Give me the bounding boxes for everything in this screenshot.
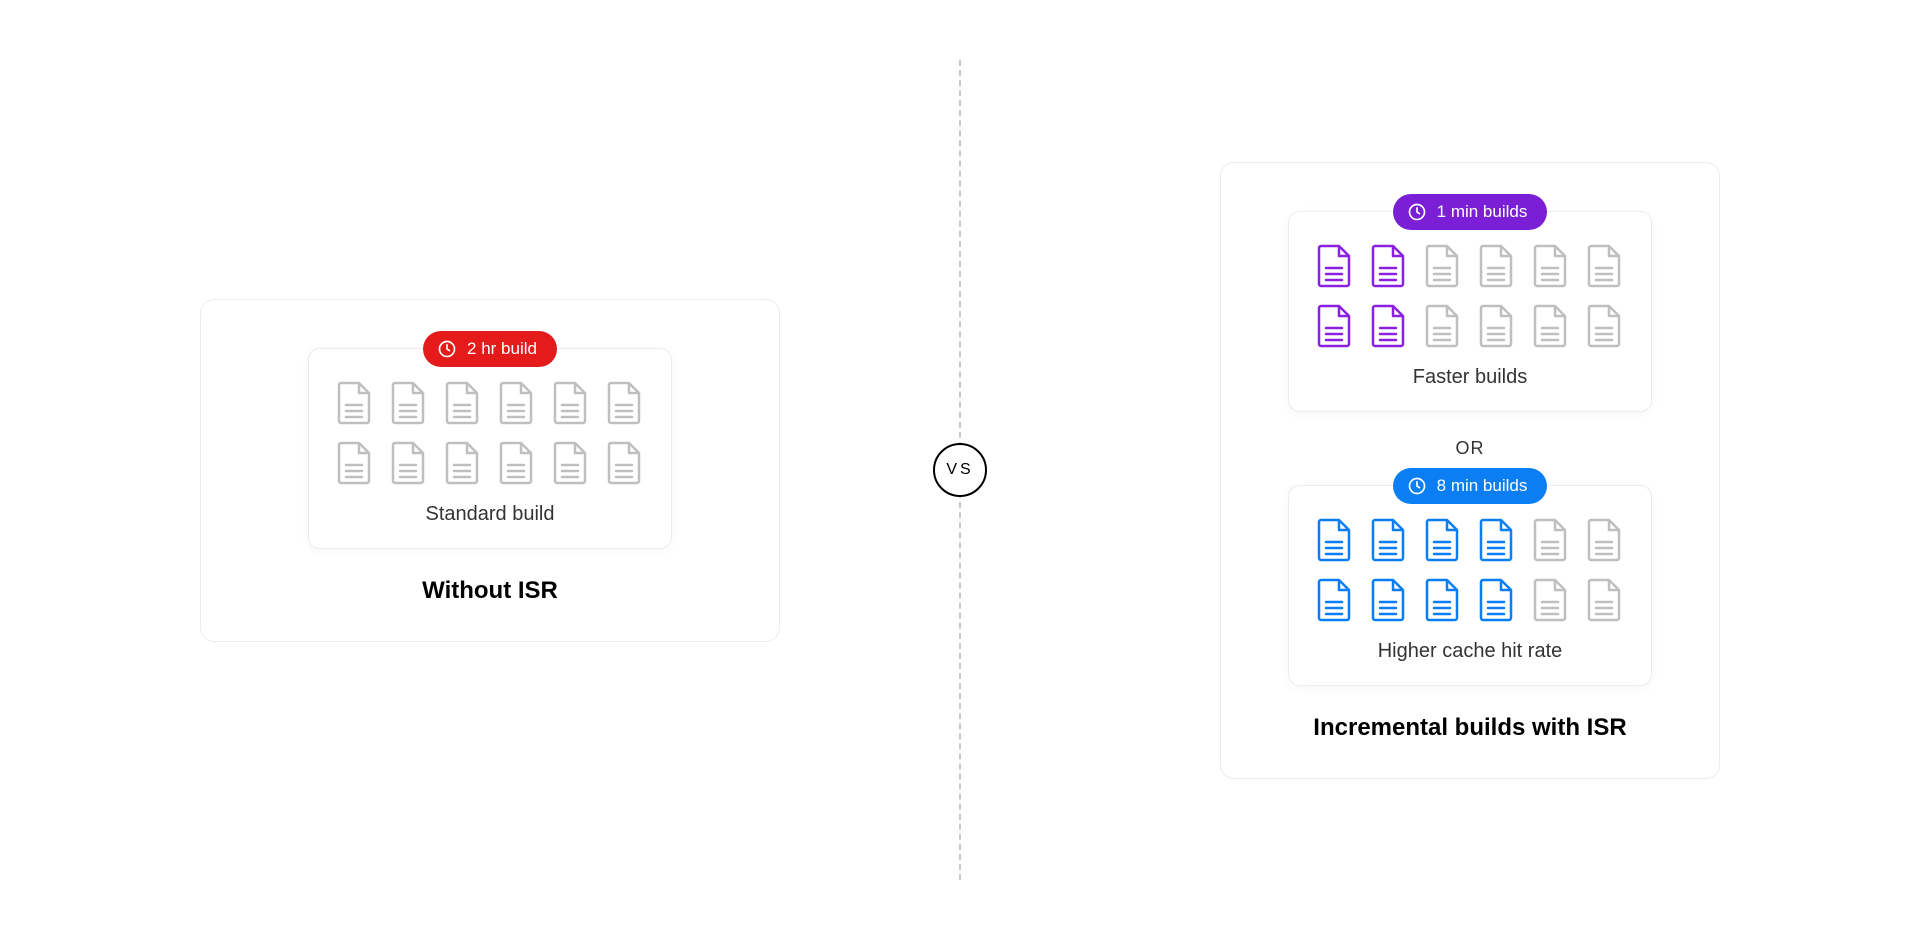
document-icon (553, 441, 589, 485)
document-icon (1587, 578, 1623, 622)
document-icon (1371, 304, 1407, 348)
build-time-pill: 8 min builds (1393, 468, 1548, 504)
document-icon (1425, 244, 1461, 288)
pill-label: 2 hr build (467, 339, 537, 359)
pill-label: 1 min builds (1437, 202, 1528, 222)
document-icon (1317, 304, 1353, 348)
pill-label: 8 min builds (1437, 476, 1528, 496)
document-icon (1317, 578, 1353, 622)
document-icon (391, 381, 427, 425)
document-icon (499, 381, 535, 425)
document-icon (1425, 304, 1461, 348)
vs-label: VS (946, 461, 973, 479)
document-icon (1587, 244, 1623, 288)
build-time-pill: 1 min builds (1393, 194, 1548, 230)
card-label: Standard build (426, 503, 555, 526)
vs-badge: VS (933, 443, 987, 497)
clock-icon (1407, 476, 1427, 496)
document-icon (1533, 518, 1569, 562)
right-side: 1 min builds (1220, 162, 1720, 779)
faster-builds-card: 1 min builds (1288, 211, 1652, 412)
document-icon (499, 441, 535, 485)
doc-grid (1317, 244, 1623, 348)
document-icon (337, 441, 373, 485)
document-icon (1371, 244, 1407, 288)
document-icon (1371, 578, 1407, 622)
document-icon (445, 381, 481, 425)
document-icon (553, 381, 589, 425)
document-icon (1479, 578, 1515, 622)
build-time-pill: 2 hr build (423, 331, 557, 367)
document-icon (1425, 578, 1461, 622)
document-icon (1587, 304, 1623, 348)
right-panel: 1 min builds (1220, 162, 1720, 779)
document-icon (445, 441, 481, 485)
panel-title: Incremental builds with ISR (1313, 714, 1626, 742)
clock-icon (437, 339, 457, 359)
document-icon (1479, 244, 1515, 288)
doc-grid (337, 381, 643, 485)
or-separator: OR (1456, 438, 1485, 459)
document-icon (1371, 518, 1407, 562)
document-icon (607, 381, 643, 425)
document-icon (607, 441, 643, 485)
document-icon (1317, 244, 1353, 288)
cache-hit-card: 8 min builds (1288, 485, 1652, 686)
left-panel: 2 hr build (200, 299, 780, 642)
document-icon (1587, 518, 1623, 562)
document-icon (1533, 244, 1569, 288)
card-label: Higher cache hit rate (1378, 640, 1563, 663)
document-icon (1533, 578, 1569, 622)
document-icon (1317, 518, 1353, 562)
document-icon (1479, 304, 1515, 348)
standard-build-card: 2 hr build (308, 348, 672, 549)
comparison-stage: VS 2 hr build (0, 0, 1920, 940)
card-label: Faster builds (1413, 366, 1528, 389)
document-icon (1533, 304, 1569, 348)
document-icon (337, 381, 373, 425)
document-icon (1425, 518, 1461, 562)
left-side: 2 hr build (200, 299, 780, 642)
document-icon (391, 441, 427, 485)
clock-icon (1407, 202, 1427, 222)
panel-title: Without ISR (422, 577, 558, 605)
doc-grid (1317, 518, 1623, 622)
document-icon (1479, 518, 1515, 562)
